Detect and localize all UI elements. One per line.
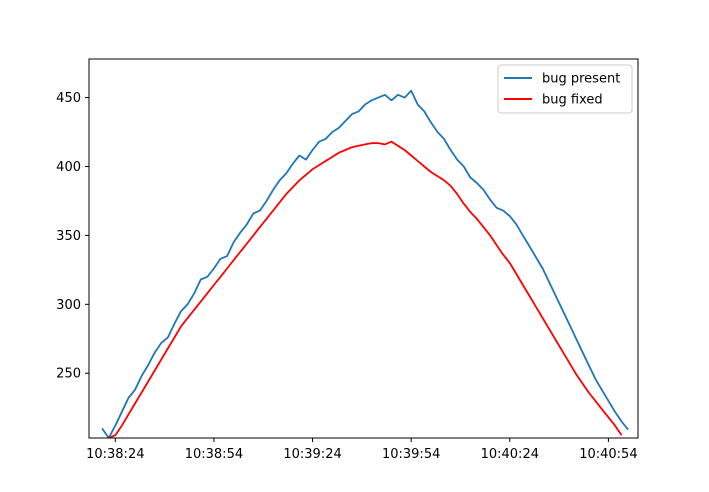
series-line-bug-present bbox=[101, 89, 629, 438]
y-axis: 250 300 350 400 450 bbox=[56, 91, 89, 382]
y-tick-label: 250 bbox=[56, 367, 81, 382]
x-tick-label: 10:40:54 bbox=[579, 447, 637, 462]
y-tick-label: 350 bbox=[56, 229, 81, 244]
y-tick-label: 400 bbox=[56, 160, 81, 175]
legend-label-bug-present: bug present bbox=[542, 72, 620, 87]
x-tick-label: 10:38:54 bbox=[185, 447, 243, 462]
series-line-bug-fixed bbox=[108, 140, 623, 438]
y-tick-label: 450 bbox=[56, 91, 81, 106]
plot-frame bbox=[88, 58, 639, 439]
legend-label-bug-fixed: bug fixed bbox=[542, 93, 603, 108]
x-axis: 10:38:24 10:38:54 10:39:24 10:39:54 10:40:24… bbox=[86, 438, 638, 462]
legend: bug present bug fixed bbox=[497, 64, 633, 114]
x-tick-label: 10:39:54 bbox=[382, 447, 440, 462]
x-tick-label: 10:38:24 bbox=[86, 447, 144, 462]
y-tick-label: 300 bbox=[56, 298, 81, 313]
x-tick-label: 10:40:24 bbox=[481, 447, 539, 462]
x-tick-label: 10:39:24 bbox=[283, 447, 341, 462]
series-layer bbox=[101, 89, 629, 438]
